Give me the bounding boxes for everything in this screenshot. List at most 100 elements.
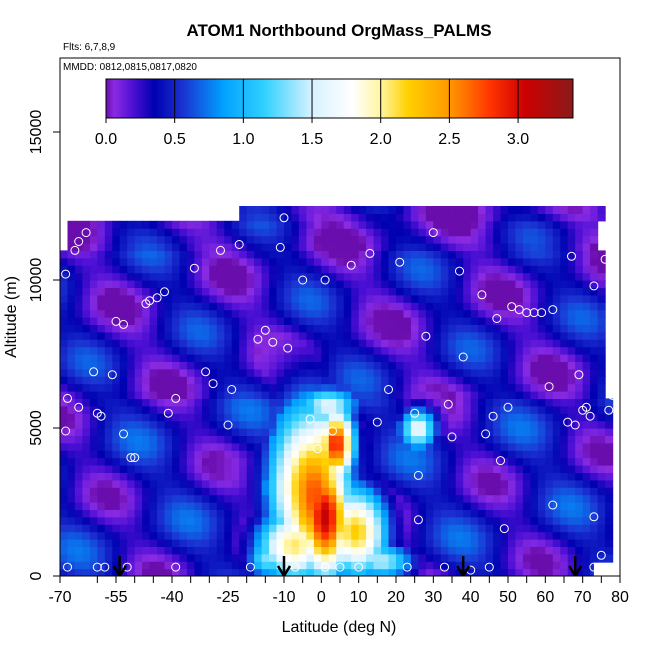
heatmap-cell — [493, 561, 502, 570]
heatmap-cell — [291, 243, 300, 251]
heatmap-cell — [186, 457, 195, 466]
heatmap-cell — [164, 309, 173, 318]
heatmap-cell — [269, 524, 278, 533]
heatmap-cell — [440, 324, 449, 333]
heatmap-cell — [201, 265, 210, 274]
heatmap-cell — [373, 294, 382, 303]
heatmap-cell — [508, 465, 517, 473]
heatmap-cell — [74, 553, 83, 562]
heatmap-cell — [425, 509, 434, 518]
heatmap-cell — [373, 561, 382, 570]
heatmap-cell — [448, 368, 457, 377]
heatmap-cell — [560, 361, 569, 370]
heatmap-cell — [82, 398, 91, 407]
heatmap-cell — [381, 413, 390, 422]
heatmap-cell — [448, 546, 457, 555]
heatmap-cell — [433, 376, 442, 385]
heatmap-cell — [381, 294, 390, 303]
heatmap-cell — [455, 457, 464, 466]
heatmap-cell — [269, 479, 278, 488]
heatmap-cell — [97, 420, 106, 429]
heatmap-cell — [567, 339, 576, 348]
heatmap-cell — [425, 243, 434, 251]
heatmap-cell — [552, 391, 561, 399]
heatmap-cell — [410, 317, 419, 325]
heatmap-cell — [224, 479, 233, 488]
heatmap-cell — [97, 457, 106, 466]
heatmap-cell — [82, 243, 91, 251]
heatmap-cell — [597, 383, 606, 392]
heatmap-cell — [276, 368, 285, 377]
heatmap-cell — [567, 309, 576, 318]
heatmap-cell — [134, 509, 143, 518]
heatmap-cell — [142, 339, 151, 348]
heatmap-cell — [493, 354, 502, 362]
heatmap-cell — [306, 479, 315, 488]
heatmap-cell — [186, 465, 195, 473]
observation-point — [499, 524, 509, 534]
heatmap-cell — [149, 383, 158, 392]
heatmap-cell — [164, 391, 173, 399]
x-tick-label: 10 — [350, 589, 368, 606]
heatmap-cell — [425, 413, 434, 422]
heatmap-cell — [306, 398, 315, 407]
heatmap-cell — [358, 524, 367, 533]
heatmap-cell — [269, 516, 278, 525]
heatmap-cell — [276, 287, 285, 296]
heatmap-cell — [433, 317, 442, 325]
heatmap-cell — [381, 317, 390, 325]
heatmap-cell — [396, 435, 405, 444]
heatmap-cell — [455, 220, 464, 229]
heatmap-cell — [67, 553, 76, 562]
heatmap-cell — [97, 228, 106, 237]
heatmap-cell — [336, 272, 345, 281]
heatmap-cell — [239, 302, 248, 311]
heatmap-cell — [284, 324, 293, 333]
observation-point — [443, 399, 453, 409]
heatmap-cell — [254, 250, 263, 259]
heatmap-cell — [597, 287, 606, 296]
heatmap-cell — [545, 487, 554, 496]
heatmap-cell — [530, 287, 539, 296]
heatmap-cell — [127, 243, 136, 251]
heatmap-cell — [67, 317, 76, 325]
heatmap-cell — [112, 539, 121, 547]
heatmap-cell — [575, 561, 584, 570]
heatmap-cell — [485, 546, 494, 555]
heatmap-cell — [194, 302, 203, 311]
heatmap-cell — [246, 324, 255, 333]
heatmap-cell — [127, 376, 136, 385]
heatmap-cell — [269, 243, 278, 251]
heatmap-cell — [313, 502, 322, 510]
heatmap-cell — [440, 539, 449, 547]
heatmap-cell — [373, 413, 382, 422]
heatmap-cell — [545, 317, 554, 325]
heatmap-cell — [239, 265, 248, 274]
heatmap-cell — [440, 465, 449, 473]
heatmap-cell — [478, 243, 487, 251]
heatmap-cell — [164, 250, 173, 259]
heatmap-cell — [321, 539, 330, 547]
heatmap-cell — [597, 294, 606, 303]
heatmap-cell — [515, 361, 524, 370]
heatmap-cell — [575, 368, 584, 377]
heatmap-cell — [179, 487, 188, 496]
heatmap-cell — [261, 509, 270, 518]
heatmap-cell — [306, 346, 315, 355]
heatmap-cell — [60, 265, 69, 274]
heatmap-cell — [537, 502, 546, 510]
heatmap-cell — [463, 472, 472, 481]
heatmap-cell — [246, 287, 255, 296]
heatmap-cell — [261, 228, 270, 237]
heatmap-cell — [470, 383, 479, 392]
heatmap-cell — [560, 391, 569, 399]
heatmap-cell — [575, 243, 584, 251]
heatmap-cell — [89, 546, 98, 555]
heatmap-cell — [403, 309, 412, 318]
heatmap-cell — [336, 243, 345, 251]
heatmap-cell — [545, 243, 554, 251]
heatmap-cell — [194, 287, 203, 296]
heatmap-cell — [82, 457, 91, 466]
flight-arrow-head — [456, 565, 471, 576]
heatmap-cell — [463, 206, 472, 214]
